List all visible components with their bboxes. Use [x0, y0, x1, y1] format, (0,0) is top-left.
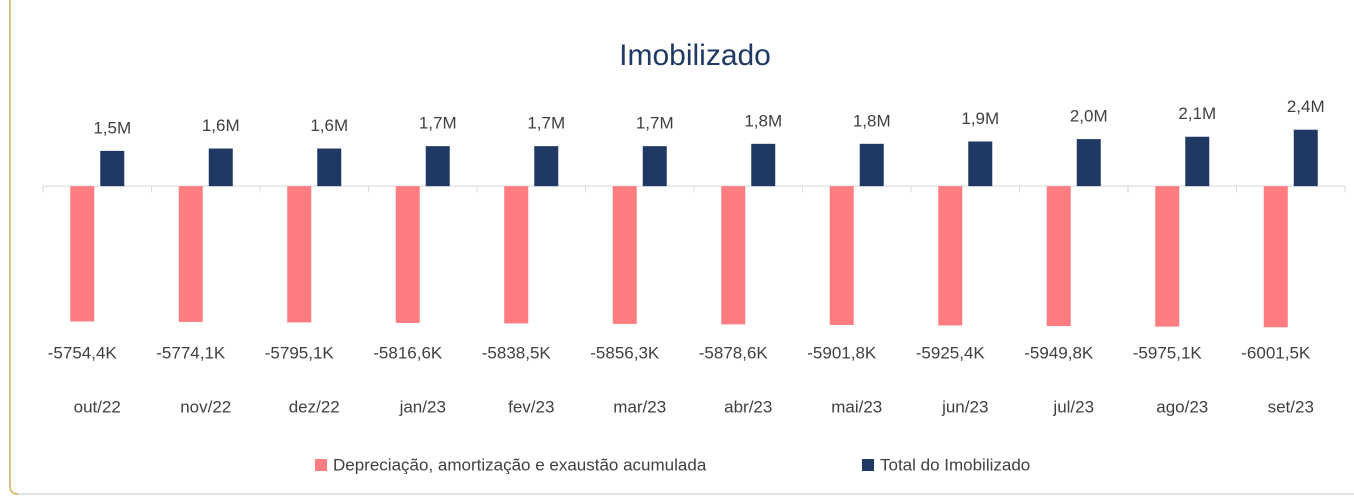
data-label: -5754,4K — [48, 343, 118, 362]
x-tick-label: fev/23 — [508, 397, 554, 416]
data-label: 1,7M — [419, 114, 457, 133]
bar — [287, 186, 312, 323]
frame — [9, 0, 1354, 495]
data-label: -5838,5K — [482, 343, 552, 362]
data-label: 1,5M — [93, 118, 131, 137]
x-tick-label: nov/22 — [180, 397, 231, 416]
x-tick-label: dez/22 — [289, 397, 340, 416]
bar — [1293, 129, 1318, 187]
chart-title: Imobilizado — [619, 39, 771, 72]
data-label: 1,8M — [744, 111, 782, 130]
data-label: 1,6M — [202, 116, 240, 135]
data-label: -6001,5K — [1241, 343, 1311, 362]
bar — [317, 148, 342, 187]
bar — [425, 146, 450, 187]
bar — [504, 186, 529, 324]
bar — [1046, 186, 1071, 327]
x-tick-label: mar/23 — [613, 397, 666, 416]
bar — [1155, 186, 1180, 327]
bar — [208, 148, 233, 187]
bar — [395, 186, 420, 323]
x-tick-label: jun/23 — [941, 397, 988, 416]
bar — [721, 186, 746, 325]
legend-label: Depreciação, amortização e exaustão acum… — [333, 455, 707, 474]
bar — [751, 143, 776, 187]
data-label: -5856,3K — [590, 343, 660, 362]
x-tick-label: set/23 — [1268, 397, 1314, 416]
data-label: -5878,6K — [699, 343, 769, 362]
data-label: 2,4M — [1287, 97, 1325, 116]
legend-swatch — [315, 459, 327, 471]
bar — [178, 186, 203, 322]
x-tick-label: ago/23 — [1156, 397, 1208, 416]
x-tick-label: jul/23 — [1052, 397, 1094, 416]
data-label: -5975,1K — [1133, 343, 1203, 362]
bar — [534, 146, 559, 187]
data-label: -5949,8K — [1024, 343, 1094, 362]
bar — [1076, 139, 1101, 187]
data-label: -5795,1K — [265, 343, 335, 362]
x-tick-label: mai/23 — [831, 397, 882, 416]
bar — [1263, 186, 1288, 328]
bar — [829, 186, 854, 325]
data-label: 2,0M — [1070, 107, 1108, 126]
bar — [100, 150, 125, 187]
data-label: 1,7M — [527, 114, 565, 133]
frame-accent — [9, 0, 19, 495]
bar — [70, 186, 95, 322]
data-label: 1,8M — [853, 111, 891, 130]
bar — [1185, 136, 1210, 187]
data-label: -5774,1K — [156, 343, 226, 362]
bar — [968, 141, 993, 187]
data-label: 1,6M — [310, 116, 348, 135]
legend-label: Total do Imobilizado — [880, 455, 1030, 474]
data-label: -5816,6K — [373, 343, 443, 362]
data-label: 2,1M — [1178, 104, 1216, 123]
data-label: 1,7M — [636, 114, 674, 133]
bar — [642, 146, 667, 187]
data-label: 1,9M — [961, 109, 999, 128]
bar — [938, 186, 963, 326]
x-tick-label: abr/23 — [724, 397, 772, 416]
bar — [612, 186, 637, 324]
data-label: -5901,8K — [807, 343, 877, 362]
bar — [859, 143, 884, 187]
data-label: -5925,4K — [916, 343, 986, 362]
legend-swatch — [862, 459, 874, 471]
x-tick-label: jan/23 — [399, 397, 446, 416]
x-tick-label: out/22 — [74, 397, 121, 416]
